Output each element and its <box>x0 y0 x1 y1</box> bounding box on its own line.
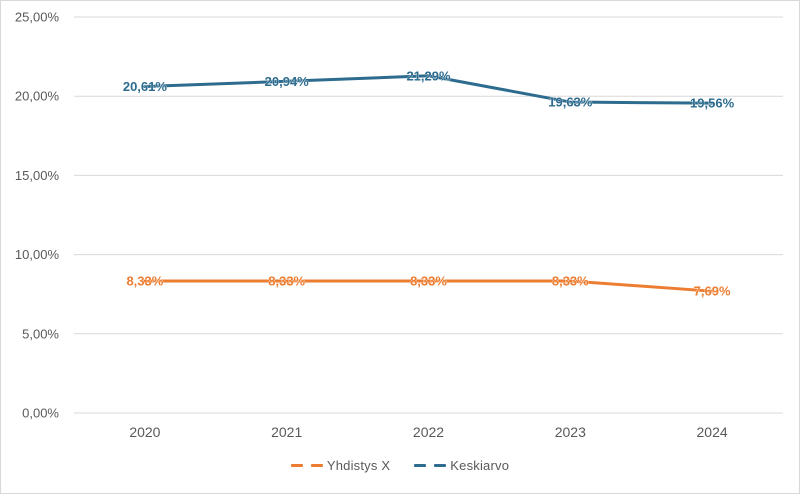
legend-label: Yhdistys X <box>326 458 391 473</box>
y-axis-tick-label: 15,00% <box>15 168 60 183</box>
data-label-0: 8,33% <box>126 274 163 289</box>
y-axis-tick-label: 5,00% <box>22 326 59 341</box>
legend-line-marker-orange <box>290 464 323 467</box>
legend-line-marker-blue <box>414 464 447 467</box>
legend-label: Keskiarvo <box>450 458 510 473</box>
y-axis-tick-label: 20,00% <box>15 89 60 104</box>
series-line-0 <box>143 279 714 293</box>
x-axis-tick-label: 2020 <box>129 424 160 440</box>
y-axis-tick-label: 10,00% <box>15 247 60 262</box>
y-axis-tick-label: 25,00% <box>15 10 60 25</box>
legend-dash-icon <box>414 464 427 467</box>
data-label-1: 19,56% <box>690 96 735 111</box>
x-axis-tick-label: 2023 <box>555 424 586 440</box>
data-label-0: 7,69% <box>694 284 731 299</box>
legend-dash-icon <box>290 464 303 467</box>
data-label-1: 20,61% <box>123 79 168 94</box>
x-axis-tick-label: 2021 <box>271 424 302 440</box>
legend-item-keskiarvo: Keskiarvo <box>414 458 509 473</box>
legend-dash-icon <box>434 464 447 467</box>
x-axis-tick-label: 2022 <box>413 424 444 440</box>
series-line-1 <box>143 74 714 105</box>
data-label-1: 20,94% <box>265 74 310 89</box>
data-label-0: 8,33% <box>268 274 305 289</box>
data-label-1: 19,63% <box>548 95 593 110</box>
chart-legend: Yhdistys X Keskiarvo <box>1 458 799 473</box>
data-label-1: 21,29% <box>406 68 451 83</box>
data-label-0: 8,33% <box>410 274 447 289</box>
legend-item-yhdistys-x: Yhdistys X <box>290 458 391 473</box>
data-label-0: 8,33% <box>552 274 589 289</box>
x-axis-tick-label: 2024 <box>697 424 728 440</box>
y-axis-tick-label: 0,00% <box>22 406 59 421</box>
legend-dash-icon <box>310 464 323 467</box>
